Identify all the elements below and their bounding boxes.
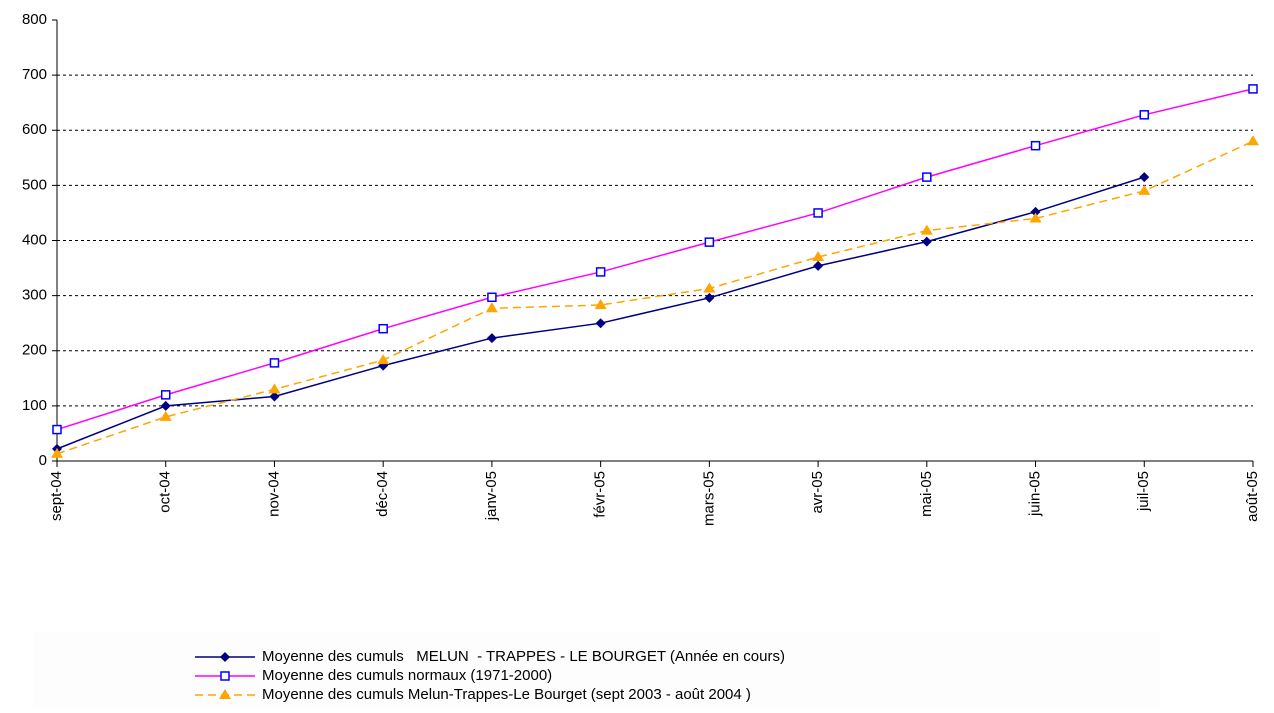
point — [485, 302, 498, 313]
x-tick-label: juil-05 — [1135, 471, 1152, 512]
point — [378, 323, 388, 334]
point — [487, 292, 497, 303]
point — [1029, 212, 1042, 223]
point — [704, 237, 715, 247]
series-line — [56, 176, 1145, 450]
point — [159, 410, 172, 421]
y-tick-label: 700 — [22, 66, 47, 83]
point — [268, 383, 281, 394]
x-tick-label: oct-04 — [157, 471, 174, 513]
point — [52, 424, 62, 435]
x-tick-label: sept-04 — [48, 471, 65, 521]
point — [595, 318, 606, 329]
legend-label: Moyenne des cumuls normaux (1971-2000) — [262, 667, 552, 684]
point — [51, 447, 63, 458]
y-tick-label: 100 — [22, 397, 47, 414]
point — [594, 298, 607, 309]
x-tick-label: mai-05 — [918, 471, 935, 517]
series-line — [56, 88, 1254, 431]
point — [486, 333, 497, 344]
point — [1030, 206, 1041, 217]
x-tick-label: janv-05 — [483, 471, 500, 521]
y-tick-label: 500 — [22, 176, 47, 193]
x-tick-label: mars-05 — [700, 471, 717, 526]
x-tick-label: juin-05 — [1027, 471, 1044, 517]
legend-marker — [220, 671, 230, 681]
x-tick-label: nov-04 — [265, 471, 282, 517]
legend-marker — [219, 689, 231, 699]
point — [1248, 84, 1258, 94]
point — [703, 282, 716, 293]
legend-box — [33, 632, 1160, 707]
y-tick-label: 0 — [39, 452, 47, 469]
point — [377, 354, 390, 365]
point — [1139, 110, 1150, 120]
point — [269, 391, 280, 402]
point — [1247, 135, 1259, 146]
point — [1030, 140, 1041, 151]
point — [160, 390, 171, 400]
point — [269, 358, 280, 368]
x-tick-label: avr-05 — [809, 471, 826, 514]
point — [812, 251, 825, 262]
y-tick-label: 300 — [22, 287, 47, 304]
point — [1138, 184, 1151, 195]
point — [813, 208, 823, 218]
y-tick-label: 200 — [22, 342, 47, 359]
point — [1139, 172, 1150, 183]
point — [595, 267, 606, 277]
y-tick-label: 400 — [22, 231, 47, 248]
point — [922, 172, 932, 182]
point — [704, 292, 715, 303]
legend-label: Moyenne des cumuls Melun-Trappes-Le Bour… — [262, 686, 751, 703]
series-line — [56, 140, 1254, 455]
point — [921, 236, 932, 247]
point — [920, 224, 933, 235]
y-tick-label: 800 — [22, 11, 47, 28]
point — [160, 400, 171, 411]
point — [813, 260, 824, 271]
x-tick-label: août-05 — [1244, 471, 1261, 522]
y-tick-label: 600 — [22, 121, 47, 138]
legend-marker — [220, 652, 230, 662]
x-tick-label: déc-04 — [374, 471, 391, 517]
legend-label: Moyenne des cumuls MELUN - TRAPPES - LE … — [262, 648, 785, 665]
x-tick-label: févr-05 — [592, 471, 609, 518]
